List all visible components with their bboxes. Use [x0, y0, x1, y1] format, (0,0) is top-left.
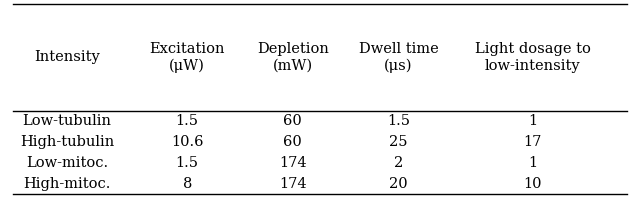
Text: 20: 20: [389, 177, 408, 191]
Text: Low-mitoc.: Low-mitoc.: [26, 156, 108, 170]
Text: 60: 60: [284, 114, 302, 128]
Text: High-tubulin: High-tubulin: [20, 135, 115, 149]
Text: 10: 10: [524, 177, 542, 191]
Text: 17: 17: [524, 135, 542, 149]
Text: Depletion
(mW): Depletion (mW): [257, 42, 329, 72]
Text: 60: 60: [284, 135, 302, 149]
Text: Low-tubulin: Low-tubulin: [22, 114, 112, 128]
Text: 1.5: 1.5: [176, 114, 198, 128]
Text: 10.6: 10.6: [171, 135, 204, 149]
Text: 25: 25: [389, 135, 408, 149]
Text: 8: 8: [182, 177, 192, 191]
Text: 1.5: 1.5: [176, 156, 198, 170]
Text: High-mitoc.: High-mitoc.: [24, 177, 111, 191]
Text: Dwell time
(μs): Dwell time (μs): [358, 42, 438, 73]
Text: 1: 1: [528, 114, 538, 128]
Text: Excitation
(μW): Excitation (μW): [150, 42, 225, 73]
Text: 2: 2: [394, 156, 403, 170]
Text: Intensity: Intensity: [35, 50, 100, 64]
Text: Light dosage to
low-intensity: Light dosage to low-intensity: [475, 42, 591, 72]
Text: 174: 174: [279, 156, 307, 170]
Text: 174: 174: [279, 177, 307, 191]
Text: 1: 1: [528, 156, 538, 170]
Text: 1.5: 1.5: [387, 114, 410, 128]
